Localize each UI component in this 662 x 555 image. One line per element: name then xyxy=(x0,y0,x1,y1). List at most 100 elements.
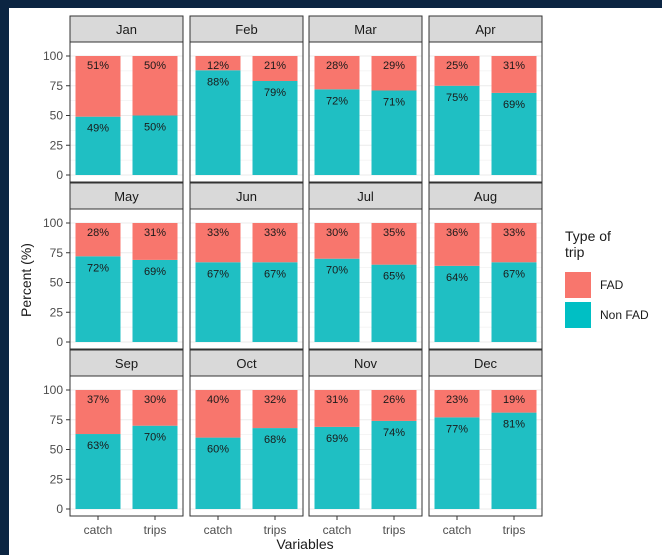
bar-fad-trips xyxy=(252,223,298,263)
y-tick-label: 75 xyxy=(50,246,64,260)
panel-border xyxy=(428,41,543,183)
bar-fad-catch xyxy=(195,390,241,438)
data-label-fad: 31% xyxy=(503,60,525,72)
facet-panel-jul: Jul 30% 70% 35% 65% xyxy=(308,182,423,350)
facet-panel-apr: Apr 25% 75% 31% 69% xyxy=(428,15,543,183)
data-label-fad: 40% xyxy=(207,394,229,406)
panel-border xyxy=(189,375,304,517)
y-tick-label: 50 xyxy=(50,443,64,457)
bar-nonfad-catch xyxy=(434,85,480,175)
data-label-fad: 37% xyxy=(87,394,109,406)
facet-strip-label: Dec xyxy=(474,356,498,371)
panel-border xyxy=(308,41,423,183)
y-tick-label: 25 xyxy=(50,472,64,486)
y-tick-label: 50 xyxy=(50,109,64,123)
panel-border xyxy=(69,208,184,350)
facet-panel-feb: Feb 12% 88% 21% 79% xyxy=(189,15,304,183)
bar-nonfad-trips xyxy=(491,92,537,175)
facet-panel-mar: Mar 28% 72% 29% 71% xyxy=(308,15,423,183)
panel-border xyxy=(428,208,543,350)
y-tick-label: 100 xyxy=(43,49,63,63)
panel-border xyxy=(428,375,543,517)
x-tick-label: trips xyxy=(383,523,406,537)
x-tick-label: trips xyxy=(144,523,167,537)
facet-panel-sep: Sep 37% 63% 30% 70% 0 25 50 75 100 catch trips xyxy=(43,349,184,537)
data-label-fad: 29% xyxy=(383,60,405,72)
bar-fad-catch xyxy=(314,223,360,259)
bar-fad-catch xyxy=(434,223,480,266)
y-tick-label: 0 xyxy=(56,502,63,516)
facet-panel-may: May 28% 72% 31% 69% 0 25 50 75 100 xyxy=(43,182,184,350)
bar-nonfad-catch xyxy=(75,116,121,175)
bar-fad-catch xyxy=(434,390,480,418)
bar-fad-catch xyxy=(75,56,121,117)
facet-strip xyxy=(189,182,304,210)
bar-fad-trips xyxy=(252,390,298,429)
y-tick-label: 25 xyxy=(50,305,64,319)
bar-nonfad-catch xyxy=(195,437,241,509)
bar-fad-trips xyxy=(371,56,417,91)
bar-fad-catch xyxy=(195,56,241,71)
bar-nonfad-trips xyxy=(491,412,537,509)
facet-strip-label: Feb xyxy=(235,22,257,37)
x-tick-label: catch xyxy=(323,523,352,537)
x-tick-label: trips xyxy=(264,523,287,537)
data-label-nonfad: 60% xyxy=(207,444,229,456)
y-tick-label: 100 xyxy=(43,383,63,397)
data-label-nonfad: 81% xyxy=(503,419,525,431)
y-tick-label: 0 xyxy=(56,335,63,349)
bar-fad-catch xyxy=(75,223,121,257)
facet-strip xyxy=(428,15,543,43)
data-label-fad: 33% xyxy=(207,227,229,239)
facet-strip-label: Nov xyxy=(354,356,378,371)
bar-fad-catch xyxy=(195,223,241,263)
facet-strip xyxy=(189,349,304,377)
bar-nonfad-trips xyxy=(371,90,417,175)
data-label-fad: 51% xyxy=(87,60,109,72)
data-label-fad: 33% xyxy=(503,227,525,239)
y-tick-label: 0 xyxy=(56,168,63,182)
bar-nonfad-catch xyxy=(434,417,480,509)
data-label-nonfad: 64% xyxy=(446,272,468,284)
bar-nonfad-trips xyxy=(132,425,178,509)
facet-strip xyxy=(308,15,423,43)
facet-strip xyxy=(308,349,423,377)
data-label-nonfad: 67% xyxy=(207,268,229,280)
facet-panel-aug: Aug 36% 64% 33% 67% xyxy=(428,182,543,350)
y-tick-label: 25 xyxy=(50,138,64,152)
bar-nonfad-trips xyxy=(371,264,417,342)
data-label-fad: 36% xyxy=(446,227,468,239)
data-label-nonfad: 88% xyxy=(207,76,229,88)
legend-title: Type of trip xyxy=(565,228,611,260)
x-tick-label: catch xyxy=(443,523,472,537)
bar-fad-trips xyxy=(132,390,178,426)
facet-panel-jan: Jan 51% 49% 50% 50% 0 25 50 75 100 xyxy=(43,15,184,183)
bar-fad-catch xyxy=(314,56,360,90)
bar-fad-trips xyxy=(491,56,537,93)
data-label-fad: 30% xyxy=(144,394,166,406)
data-label-nonfad: 63% xyxy=(87,440,109,452)
data-label-nonfad: 70% xyxy=(144,432,166,444)
data-label-nonfad: 69% xyxy=(326,433,348,445)
data-label-fad: 32% xyxy=(264,394,286,406)
bar-nonfad-catch xyxy=(434,265,480,342)
legend: Type of trip FAD Non FAD xyxy=(565,228,649,328)
facet-panel-dec: Dec 23% 77% 19% 81% catch trips xyxy=(428,349,543,537)
facet-panel-nov: Nov 31% 69% 26% 74% catch trips xyxy=(308,349,423,537)
bar-nonfad-catch xyxy=(75,256,121,342)
bar-nonfad-catch xyxy=(195,70,241,175)
data-label-nonfad: 50% xyxy=(144,122,166,134)
data-label-nonfad: 74% xyxy=(383,427,405,439)
facet-strip-label: Sep xyxy=(115,356,138,371)
bar-nonfad-trips xyxy=(491,262,537,342)
facet-strip xyxy=(69,182,184,210)
facet-strip xyxy=(69,349,184,377)
data-label-fad: 21% xyxy=(264,60,286,72)
data-label-nonfad: 72% xyxy=(87,262,109,274)
data-label-nonfad: 67% xyxy=(264,268,286,280)
legend-swatch-nonfad xyxy=(565,302,591,328)
data-label-fad: 30% xyxy=(326,227,348,239)
bar-nonfad-trips xyxy=(132,259,178,342)
facet-strip-label: Mar xyxy=(354,22,377,37)
data-label-fad: 31% xyxy=(144,227,166,239)
